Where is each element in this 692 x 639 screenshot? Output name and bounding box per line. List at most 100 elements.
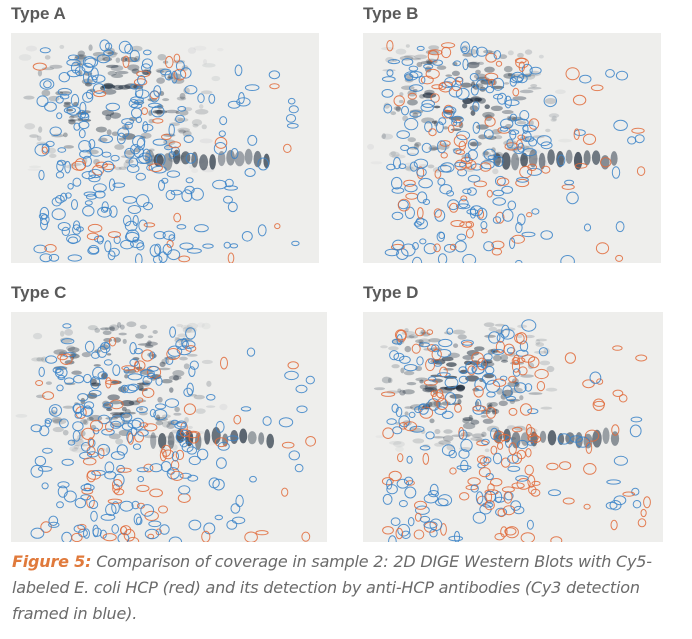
blue-outline-spot [38, 169, 45, 181]
blue-outline-spot [110, 420, 122, 429]
blue-outline-spot [54, 366, 68, 379]
protein-spot [450, 128, 462, 131]
blue-outline-spot [437, 494, 453, 507]
protein-spot [107, 394, 120, 401]
blue-outline-spot [178, 485, 191, 495]
red-outline-spot [465, 228, 474, 239]
protein-spot [404, 345, 412, 353]
protein-spot [137, 343, 151, 346]
red-outline-spot [105, 379, 120, 385]
red-outline-spot [44, 244, 57, 253]
protein-spot [467, 48, 478, 55]
red-outline-spot [484, 116, 496, 127]
red-outline-spot [640, 508, 647, 518]
blue-outline-spot [391, 176, 403, 190]
blue-outline-spot [404, 183, 418, 193]
protein-spot [538, 54, 544, 59]
blue-outline-spot [466, 208, 479, 215]
protein-spot [500, 359, 509, 363]
blue-outline-spot [174, 422, 187, 430]
red-outline-spot [612, 345, 623, 351]
blue-outline-spot [493, 156, 504, 167]
blue-outline-spot [485, 366, 495, 375]
red-outline-spot [596, 378, 604, 385]
blue-outline-spot [483, 353, 493, 361]
protein-spot [492, 168, 499, 175]
red-outline-spot [281, 441, 295, 449]
red-outline-spot [511, 482, 525, 489]
blue-outline-spot [418, 403, 429, 415]
blue-outline-spot [185, 177, 194, 184]
blue-outline-spot [506, 395, 516, 402]
protein-spot [49, 153, 57, 158]
blue-outline-spot [101, 151, 112, 158]
red-outline-spot [175, 449, 185, 461]
protein-spot [65, 164, 78, 169]
blue-outline-spot [423, 243, 437, 255]
protein-spot [471, 81, 476, 89]
protein-spot [63, 132, 68, 138]
protein-spot [415, 365, 423, 372]
blue-outline-spot [121, 118, 134, 126]
red-outline-spot [274, 223, 281, 230]
protein-spot [112, 84, 124, 91]
blue-outline-spot [194, 224, 209, 233]
protein-spot [422, 92, 433, 99]
blue-outline-spot [39, 78, 55, 90]
blue-outline-spot [82, 155, 92, 167]
blue-outline-spot [515, 222, 523, 234]
protein-spot [179, 356, 188, 361]
blue-outline-spot [419, 445, 431, 451]
red-outline-spot [101, 163, 116, 171]
protein-spot [244, 148, 253, 165]
blue-outline-spot [472, 101, 480, 112]
blue-outline-spot [105, 503, 117, 516]
blue-outline-spot [44, 418, 53, 424]
red-outline-spot [530, 488, 541, 497]
panel-label-type-a: Type A [11, 4, 66, 23]
blue-outline-spot [166, 170, 181, 178]
blue-outline-spot [469, 207, 477, 219]
protein-spot [118, 166, 128, 170]
protein-spot [107, 70, 117, 76]
blue-outline-spot [117, 532, 130, 542]
blue-outline-spot [456, 130, 471, 141]
protein-spot [528, 392, 543, 395]
blue-outline-spot [413, 221, 422, 227]
red-outline-spot [414, 500, 427, 510]
red-outline-spot [635, 354, 648, 362]
protein-spot [118, 332, 127, 336]
protein-spot [405, 44, 410, 48]
blue-outline-spot [606, 479, 621, 485]
blue-outline-spot [85, 193, 97, 200]
blue-outline-spot [409, 161, 418, 172]
red-outline-spot [388, 470, 402, 482]
protein-spot [428, 338, 441, 343]
blue-outline-spot [123, 215, 132, 227]
red-outline-spot [425, 68, 440, 80]
protein-spot [512, 96, 527, 101]
red-outline-spot [584, 429, 600, 442]
protein-spot [436, 65, 447, 70]
blue-outline-spot [401, 105, 409, 116]
red-outline-spot [162, 449, 175, 460]
blue-outline-spot [179, 472, 192, 479]
blue-outline-spot [284, 370, 299, 381]
blue-outline-spot [40, 214, 50, 226]
blue-outline-spot [34, 455, 47, 467]
protein-spot [116, 322, 122, 328]
red-outline-spot [454, 403, 462, 413]
blue-outline-spot [268, 70, 281, 80]
red-outline-spot [611, 424, 620, 436]
protein-spot [79, 430, 86, 437]
blue-outline-spot [136, 75, 146, 86]
blue-outline-spot [72, 403, 82, 415]
blue-outline-spot [516, 74, 528, 84]
blue-outline-spot [462, 253, 477, 263]
blue-outline-spot [185, 327, 196, 340]
blue-outline-spot [564, 179, 575, 186]
protein-spot [475, 69, 481, 75]
blue-outline-spot [101, 201, 109, 212]
protein-spot [414, 54, 428, 60]
protein-spot [547, 149, 555, 165]
